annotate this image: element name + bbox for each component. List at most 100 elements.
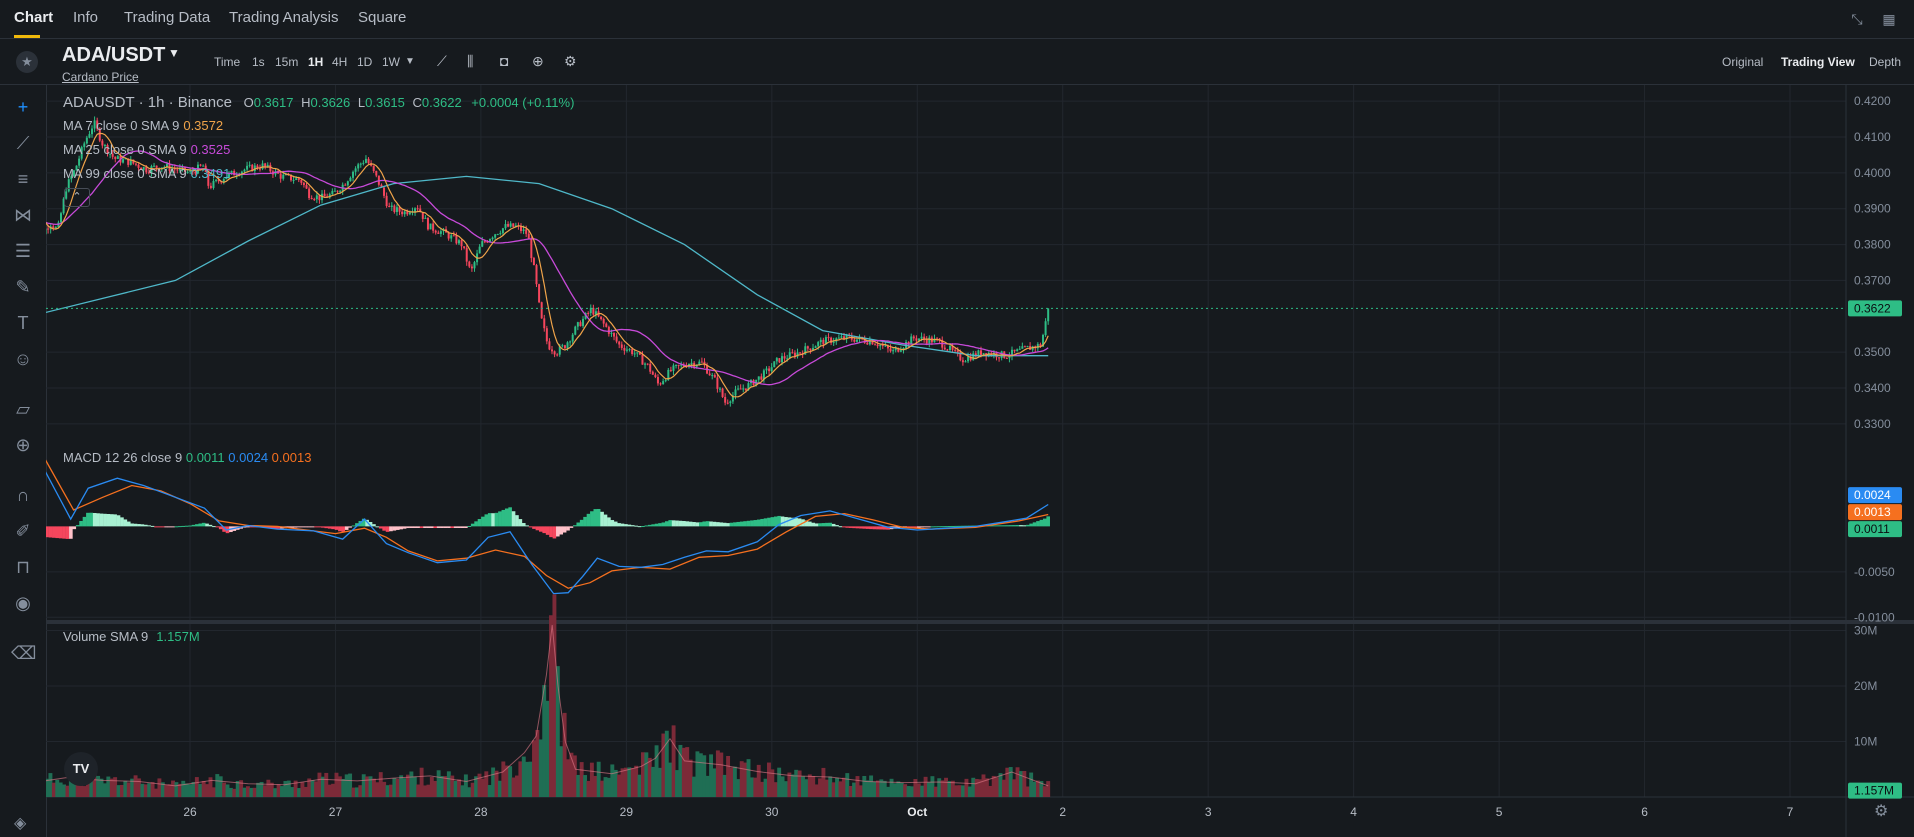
candle: [783, 352, 786, 362]
volume-bar: [235, 780, 240, 797]
volume-bar: [525, 761, 530, 797]
interval-15m[interactable]: 15m: [275, 55, 299, 69]
chart-settings-icon[interactable]: ⚙: [1874, 803, 1889, 820]
view-trading-view[interactable]: Trading View: [1781, 55, 1855, 69]
candle-body: [946, 349, 949, 351]
brush-icon[interactable]: ✎: [15, 277, 31, 297]
macd-bar: [504, 508, 509, 527]
pattern-icon[interactable]: ⋈: [14, 205, 32, 225]
volume-bar: [102, 783, 107, 797]
macd-bar: [797, 518, 802, 527]
candle-body: [799, 352, 802, 354]
candle: [67, 177, 70, 193]
candle-body: [806, 346, 809, 349]
trendline-icon[interactable]: ⟋: [16, 133, 30, 153]
candle: [708, 370, 711, 376]
candle-body: [651, 371, 654, 375]
tradingview-logo[interactable]: TV: [64, 752, 98, 786]
symbol-subtitle-link[interactable]: Cardano Price: [62, 70, 139, 84]
macd-bar: [773, 516, 778, 527]
candle: [463, 246, 466, 250]
interval-1h[interactable]: 1H: [308, 55, 324, 69]
candle: [664, 379, 667, 383]
candle-body: [1036, 344, 1039, 349]
volume-bar: [739, 761, 744, 797]
fib-icon[interactable]: ☰: [14, 241, 32, 261]
symbol-dropdown-icon[interactable]: ▼: [168, 46, 180, 60]
minimize-icon[interactable]: ⤡: [1851, 11, 1863, 27]
crosshair-icon[interactable]: +: [17, 97, 29, 117]
macd-bar: [89, 512, 94, 527]
indicators-icon[interactable]: ⟋: [437, 53, 447, 69]
candle-body: [367, 158, 370, 164]
candle: [762, 368, 765, 383]
volume-bar: [879, 779, 884, 797]
symbol-pair[interactable]: ADA/USDT: [62, 44, 166, 66]
horizontal-lines-icon[interactable]: ≡: [17, 169, 29, 189]
candle-body: [194, 171, 197, 174]
candle-body: [359, 163, 362, 165]
tab-trading-data[interactable]: Trading Data: [124, 9, 211, 26]
add-icon[interactable]: ⊕: [532, 53, 544, 69]
tab-chart[interactable]: Chart: [14, 9, 54, 26]
unlock-icon[interactable]: ⊓: [15, 557, 31, 577]
interval-1s[interactable]: 1s: [252, 55, 265, 69]
collapse-legend-button[interactable]: ⌃: [64, 188, 90, 207]
macd-bar: [532, 526, 536, 529]
magnet-icon[interactable]: ∩: [16, 485, 30, 505]
candle-type-icon[interactable]: ⫼: [467, 53, 474, 69]
emoji-icon[interactable]: ☺: [13, 349, 33, 369]
macd-bar: [590, 511, 594, 527]
interval-time[interactable]: Time: [214, 55, 241, 69]
macd-bar: [86, 512, 90, 527]
macd-bar: [406, 526, 410, 529]
interval-more-icon[interactable]: ▼: [405, 56, 415, 67]
favorite-star-icon[interactable]: ★: [16, 51, 38, 73]
macd-bar: [521, 523, 526, 527]
candle: [778, 358, 781, 364]
layers-icon[interactable]: ◈: [14, 815, 27, 832]
settings-icon[interactable]: ⚙: [564, 53, 577, 69]
text-icon[interactable]: T: [17, 313, 29, 333]
interval-4h[interactable]: 4H: [332, 55, 348, 69]
tab-trading-analysis[interactable]: Trading Analysis: [229, 9, 339, 26]
macd-bar: [188, 525, 192, 527]
zoom-in-icon[interactable]: ⊕: [15, 435, 31, 455]
ruler-icon[interactable]: ▱: [16, 399, 30, 419]
candle: [700, 357, 703, 363]
lock-drawing-icon[interactable]: ✐: [15, 521, 31, 541]
candle: [403, 209, 406, 217]
price-tick-label: 0.3300: [1854, 417, 1891, 431]
ma7-line: [46, 132, 1049, 398]
grid-layout-icon[interactable]: ▦: [1882, 11, 1896, 27]
candle-body: [199, 164, 202, 166]
volume-bar: [433, 780, 438, 797]
tab-square[interactable]: Square: [358, 9, 407, 26]
macd-bar: [423, 526, 427, 528]
eye-icon[interactable]: ◉: [15, 593, 31, 613]
macd-bar: [324, 526, 329, 529]
macd-bar: [825, 522, 829, 527]
trash-icon[interactable]: ⌫: [11, 643, 37, 663]
interval-1d[interactable]: 1D: [357, 55, 373, 69]
candle: [623, 344, 626, 355]
macd-bar: [249, 526, 254, 528]
volume-bar: [981, 774, 986, 797]
volume-bar: [160, 782, 165, 797]
macd-bar: [886, 526, 890, 530]
view-original[interactable]: Original: [1722, 55, 1764, 69]
camera-icon[interactable]: ◘: [500, 53, 509, 69]
candle-body: [522, 229, 525, 231]
candle: [137, 163, 140, 172]
volume-bar: [208, 777, 213, 797]
interval-1w[interactable]: 1W: [382, 55, 400, 69]
volume-bar: [392, 778, 397, 797]
candle: [636, 352, 639, 358]
macd-bar: [46, 526, 49, 538]
volume-bar: [266, 779, 271, 797]
candle-body: [716, 377, 719, 389]
price-chart[interactable]: 0.4200 0.4100 0.4000 0.3900 0.3800 0.3700 0.35…: [46, 85, 1914, 837]
candle-body: [545, 328, 548, 342]
tab-info[interactable]: Info: [73, 9, 99, 26]
view-depth[interactable]: Depth: [1869, 55, 1902, 69]
